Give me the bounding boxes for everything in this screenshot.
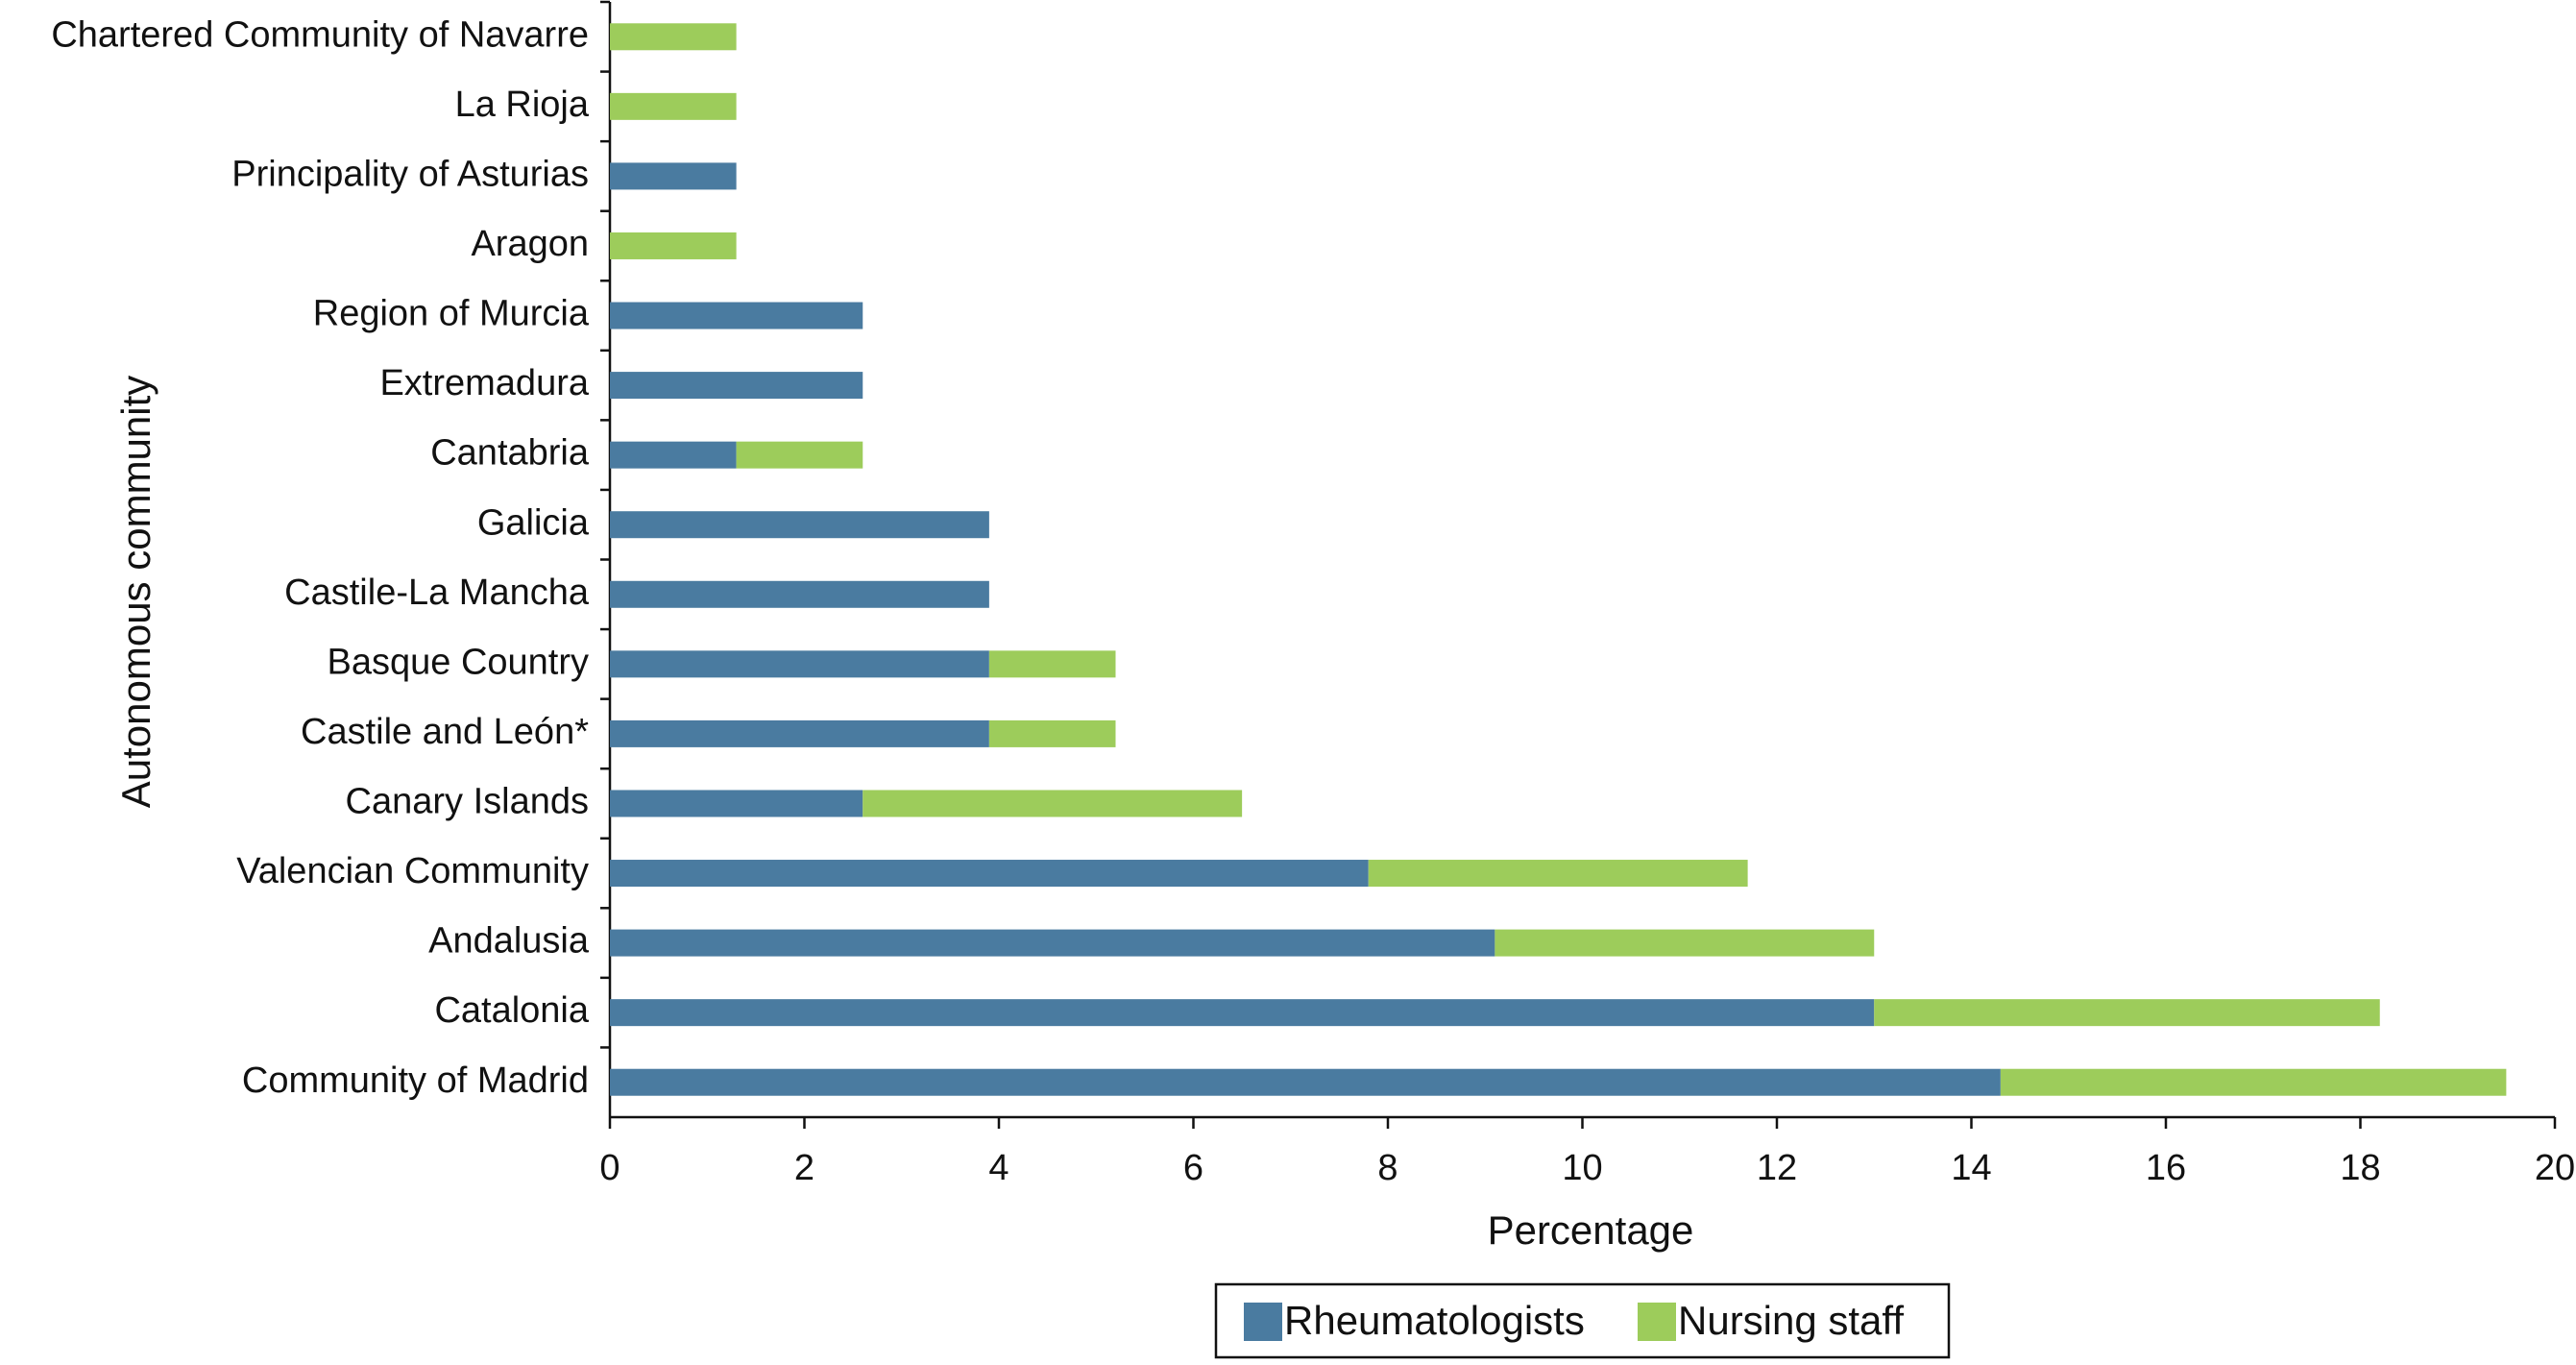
bar-segment bbox=[610, 92, 737, 120]
bar-segment bbox=[610, 511, 989, 539]
x-tick-label: 20 bbox=[2535, 1148, 2575, 1188]
bar-segment bbox=[610, 372, 863, 400]
x-tick-label: 8 bbox=[1377, 1148, 1397, 1188]
x-tick-label: 4 bbox=[988, 1148, 1009, 1188]
x-tick-label: 0 bbox=[599, 1148, 620, 1188]
y-tick-label: La Rioja bbox=[455, 85, 590, 125]
bar-segment bbox=[1874, 999, 2380, 1027]
x-tick-label: 14 bbox=[1951, 1148, 1991, 1188]
y-tick-label: Extremadura bbox=[379, 363, 589, 403]
bar-segment bbox=[610, 162, 737, 190]
legend-box bbox=[1214, 1282, 1951, 1359]
legend-label: Rheumatologists bbox=[1284, 1298, 1585, 1343]
bar-segment bbox=[610, 719, 989, 747]
y-tick-label: Castile-La Mancha bbox=[284, 573, 590, 613]
y-tick-label: Castile and León* bbox=[301, 712, 589, 752]
legend-swatch bbox=[1638, 1303, 1676, 1341]
x-tick-label: 12 bbox=[1757, 1148, 1797, 1188]
y-tick-label: Principality of Asturias bbox=[231, 154, 589, 194]
y-tick-label: Community of Madrid bbox=[242, 1060, 589, 1101]
bar-segment bbox=[863, 790, 1243, 817]
y-axis-title: Autonomous community bbox=[113, 376, 158, 809]
x-tick-label: 16 bbox=[2146, 1148, 2186, 1188]
bar-segment bbox=[610, 650, 989, 678]
bar-segment bbox=[988, 650, 1116, 678]
bar-segment bbox=[2000, 1068, 2507, 1096]
legend-swatch bbox=[1244, 1303, 1282, 1341]
bar-segment bbox=[610, 580, 989, 608]
bar-segment bbox=[610, 441, 737, 469]
y-tick-label: Region of Murcia bbox=[313, 294, 590, 334]
x-tick-label: 2 bbox=[794, 1148, 814, 1188]
y-tick-label: Cantabria bbox=[430, 433, 590, 474]
legend-label: Nursing staff bbox=[1678, 1298, 1904, 1343]
x-tick-label: 18 bbox=[2340, 1148, 2380, 1188]
bar-segment bbox=[1495, 929, 1875, 957]
bar-segment bbox=[1368, 860, 1748, 888]
y-tick-label: Galicia bbox=[477, 502, 590, 543]
x-tick-label: 6 bbox=[1183, 1148, 1203, 1188]
y-tick-label: Aragon bbox=[471, 224, 589, 264]
y-tick-label: Chartered Community of Navarre bbox=[51, 14, 589, 55]
x-axis-title: Percentage bbox=[1488, 1207, 1694, 1253]
bar-segment bbox=[610, 790, 863, 817]
y-tick-label: Canary Islands bbox=[346, 782, 589, 822]
bar-segment bbox=[610, 999, 1875, 1027]
y-tick-label: Catalonia bbox=[434, 990, 589, 1031]
bar-segment bbox=[610, 232, 737, 259]
x-tick-label: 10 bbox=[1562, 1148, 1602, 1188]
bar-segment bbox=[988, 719, 1116, 747]
bar-segment bbox=[610, 302, 863, 329]
y-tick-label: Valencian Community bbox=[236, 851, 589, 891]
bar-segment bbox=[736, 441, 863, 469]
bar-segment bbox=[610, 23, 737, 51]
y-tick-label: Andalusia bbox=[428, 921, 590, 962]
bar-segment bbox=[610, 929, 1495, 957]
y-tick-label: Basque Country bbox=[328, 642, 590, 682]
bar-segment bbox=[610, 860, 1369, 888]
bar-segment bbox=[610, 1068, 2001, 1096]
